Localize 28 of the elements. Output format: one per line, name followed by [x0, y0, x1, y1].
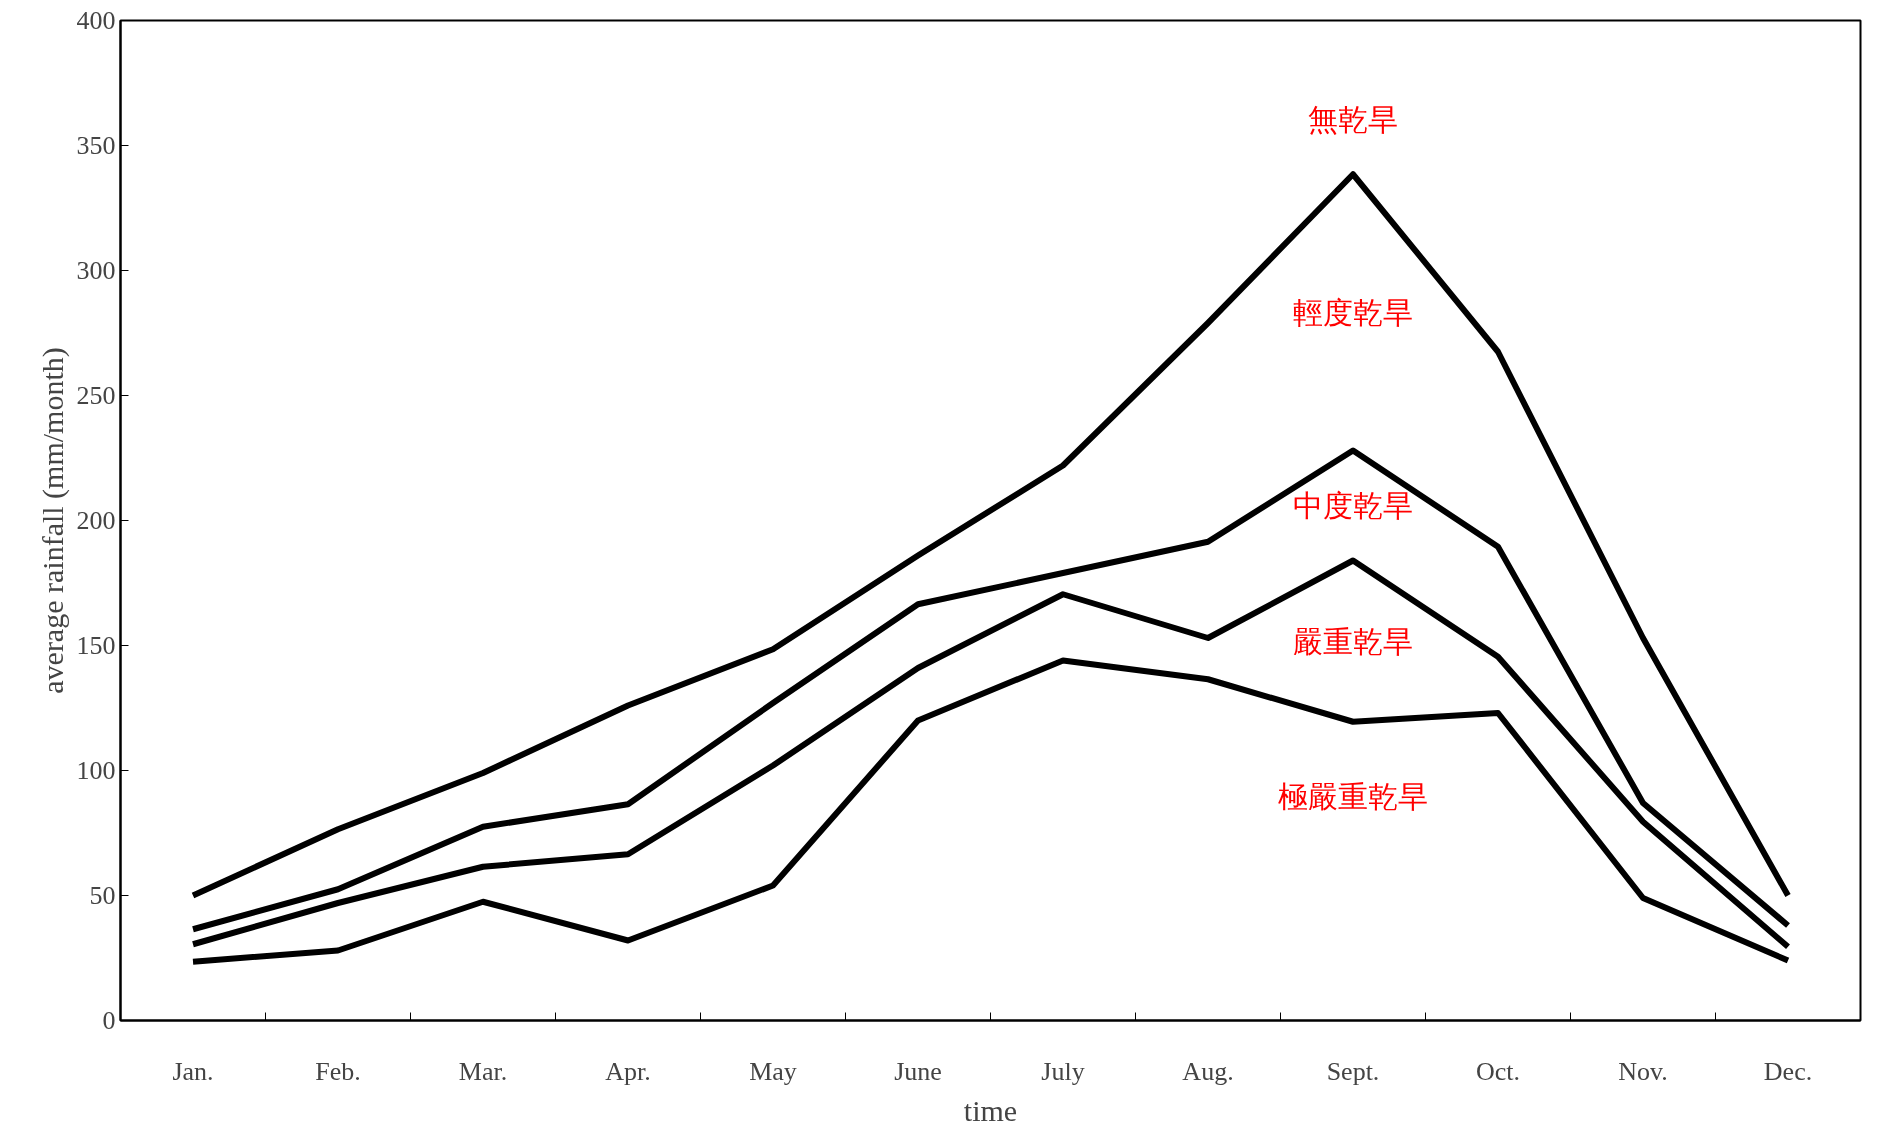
y-tick-label: 150 — [76, 631, 116, 660]
x-tick-label: Jan. — [172, 1056, 214, 1086]
y-tick-label: 200 — [76, 506, 116, 535]
x-tick-label: July — [1041, 1056, 1085, 1086]
y-tick-label: 250 — [76, 381, 116, 410]
annotation: 中度乾旱 — [1293, 488, 1413, 523]
y-tick-label: 100 — [76, 756, 116, 785]
x-tick-label: Dec. — [1763, 1056, 1813, 1086]
y-tick-label: 50 — [89, 881, 116, 910]
y-tick-label: 350 — [76, 131, 116, 160]
y-axis-title: average rainfall (mm/month) — [35, 347, 70, 694]
annotation: 極嚴重乾旱 — [1278, 779, 1428, 815]
x-tick-label: Sept. — [1326, 1056, 1380, 1086]
y-tick-label: 0 — [102, 1006, 116, 1035]
x-tick-label: June — [894, 1056, 942, 1086]
x-tick-label: May — [749, 1056, 797, 1086]
annotation: 嚴重乾旱 — [1293, 623, 1413, 659]
x-tick-label: Mar. — [458, 1056, 508, 1086]
x-axis-title: time — [963, 1093, 1018, 1127]
y-tick-label: 400 — [76, 6, 116, 35]
x-tick-label: Aug. — [1182, 1056, 1234, 1086]
annotation: 無乾旱 — [1308, 101, 1398, 137]
x-tick-label: Oct. — [1475, 1056, 1521, 1086]
x-tick-label: Nov. — [1618, 1056, 1668, 1086]
x-tick-label: Feb. — [315, 1056, 361, 1086]
x-tick-label: Apr. — [605, 1056, 651, 1086]
annotation: 輕度乾旱 — [1293, 294, 1413, 330]
y-tick-label: 300 — [76, 256, 116, 285]
